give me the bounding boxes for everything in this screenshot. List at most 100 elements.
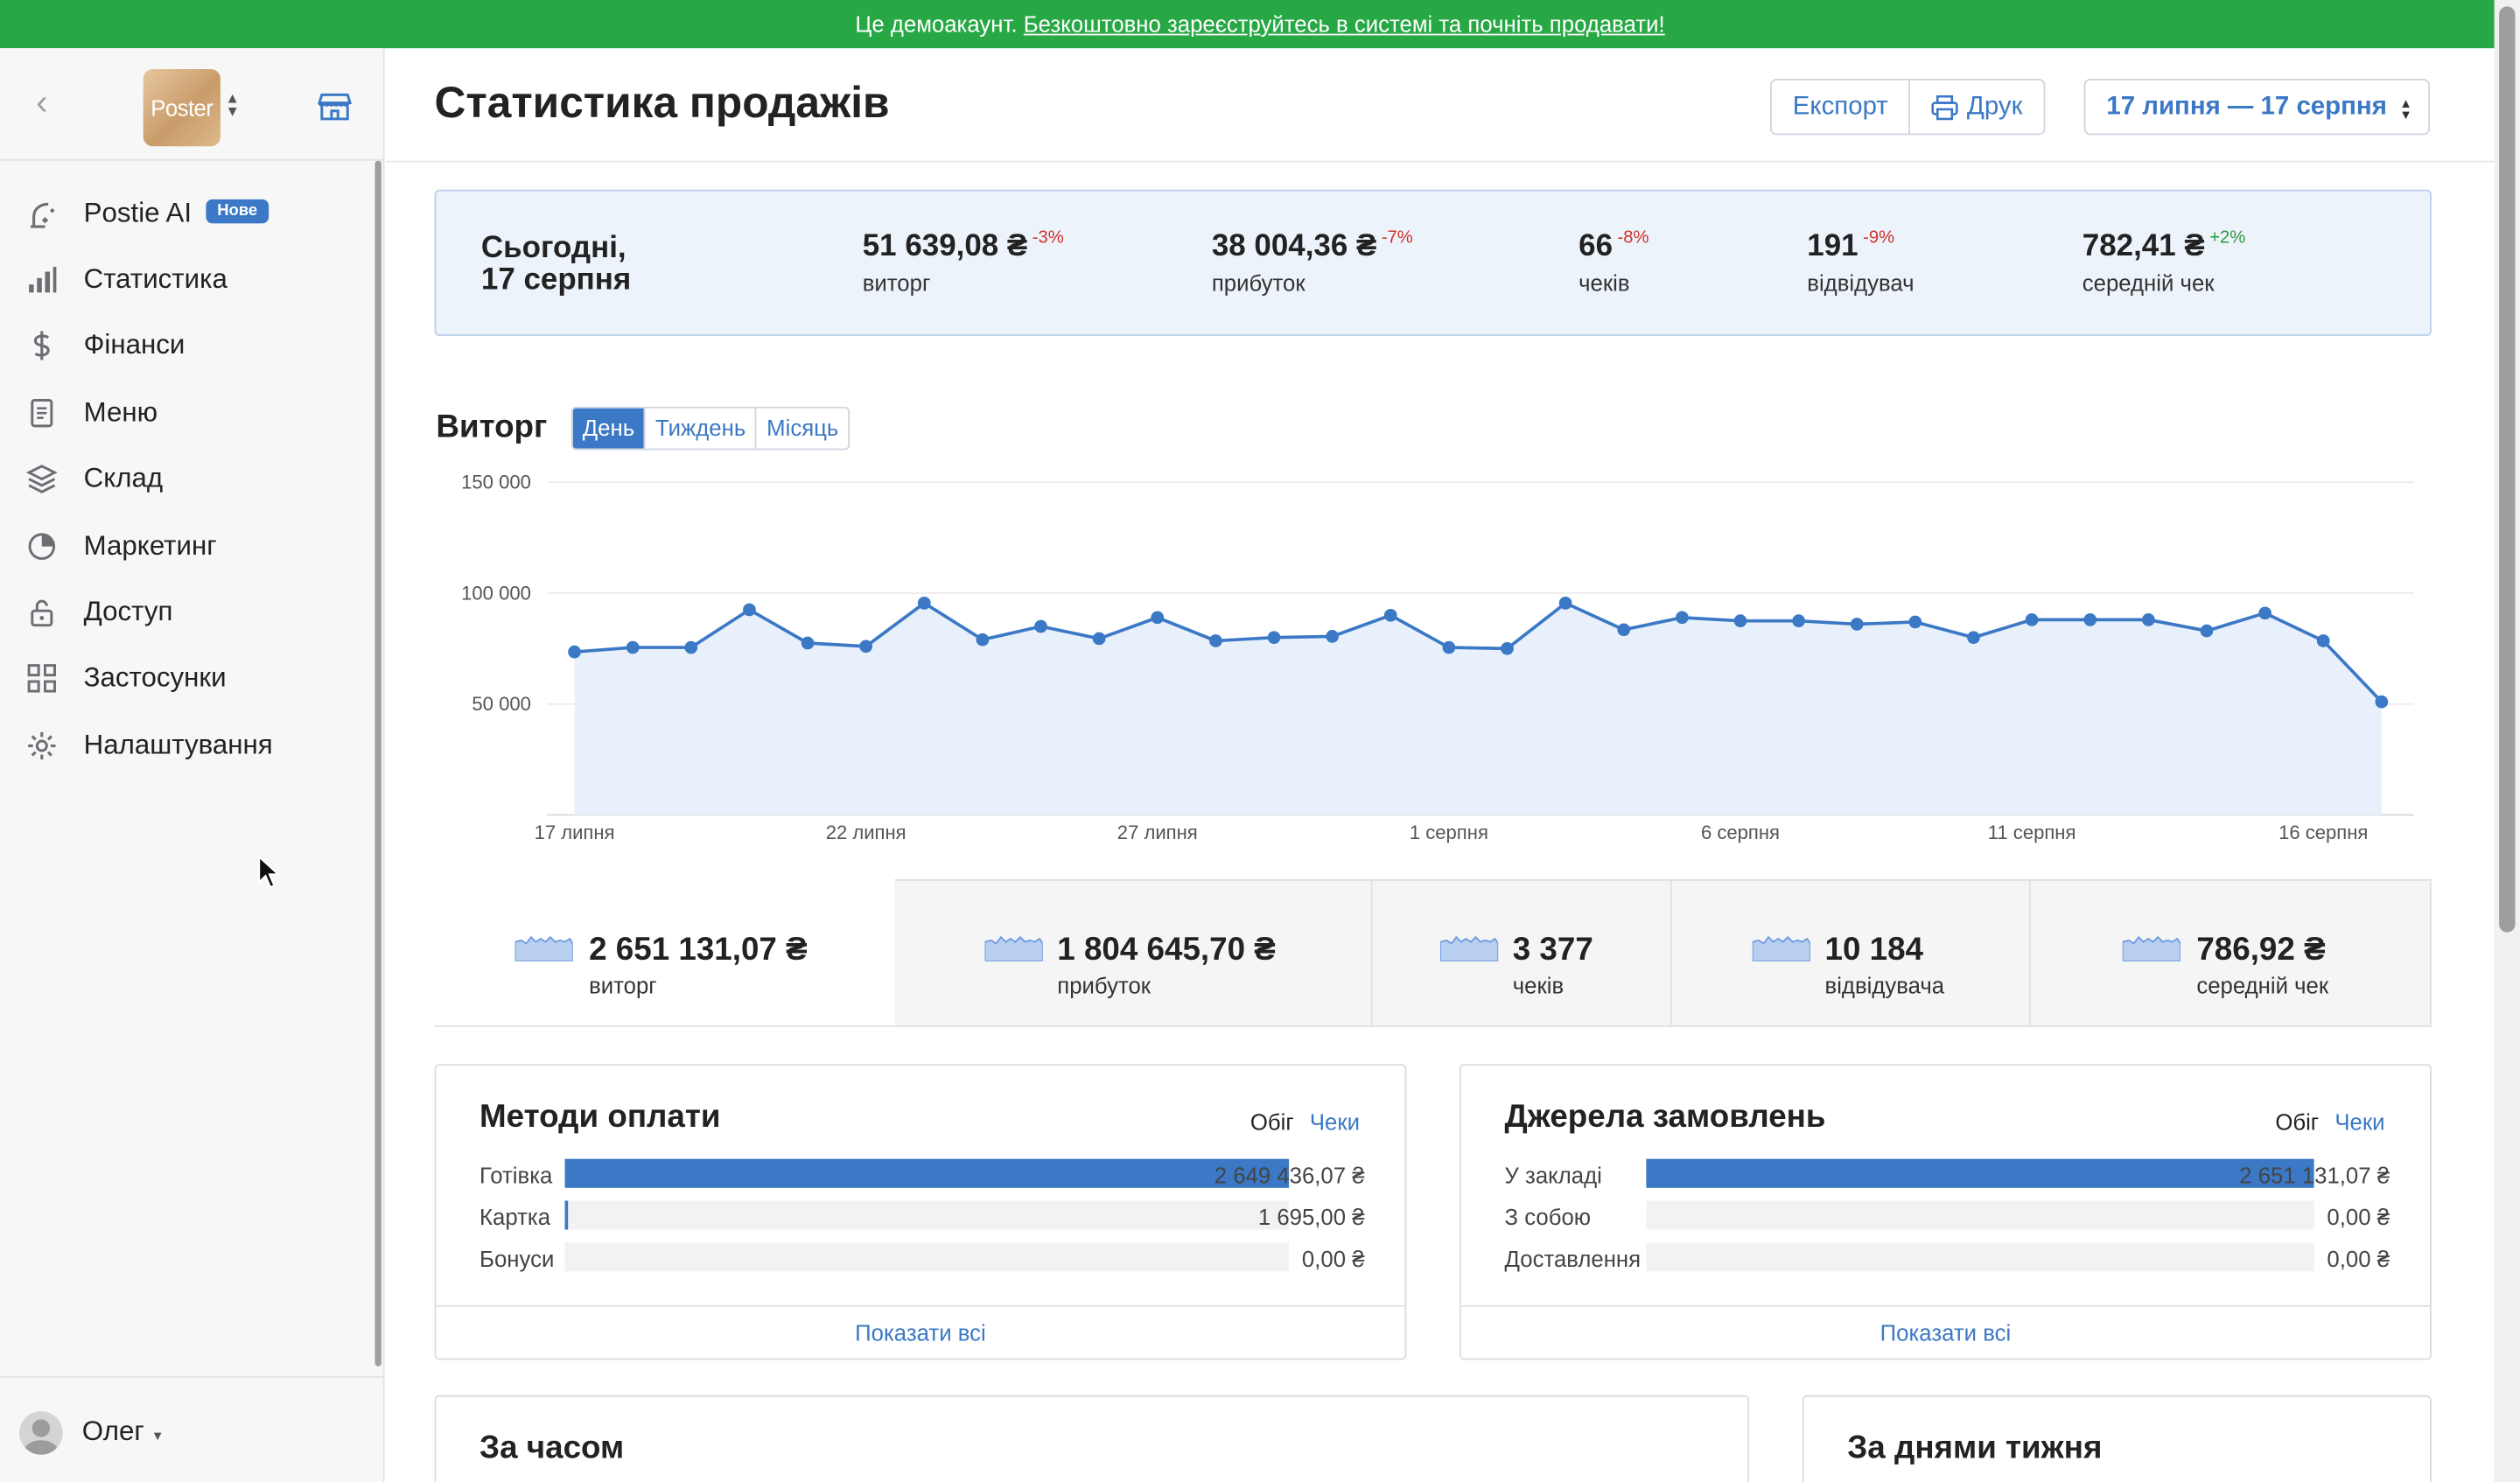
data-point[interactable] <box>2083 613 2097 626</box>
gear-icon <box>25 730 58 762</box>
sidebar-item-ai-sparkle[interactable]: Postie AI Нове <box>0 180 374 247</box>
kpi-label: відвідувач <box>1807 269 1914 297</box>
sidebar-item-document[interactable]: Меню <box>0 380 374 446</box>
data-point[interactable] <box>1034 619 1047 633</box>
data-point[interactable] <box>1267 631 1281 645</box>
tab-period[interactable]: Тиждень <box>644 408 755 449</box>
data-point[interactable] <box>859 640 873 654</box>
kpi-number: 782,41 ₴ <box>2082 229 2205 264</box>
receipts-toggle[interactable]: Чеки <box>2334 1108 2385 1136</box>
revenue-line <box>574 601 2384 703</box>
page-title: Статистика продажів <box>434 79 890 128</box>
kpi-label: середній чек <box>2082 269 2215 297</box>
sidebar-item-apps-grid[interactable]: Застосунки <box>0 646 374 712</box>
data-point[interactable] <box>1209 634 1222 647</box>
user-menu[interactable]: Олег ▼ <box>0 1375 385 1482</box>
user-name[interactable]: Олег <box>81 1416 144 1447</box>
page-scrollbar[interactable] <box>2494 0 2520 1482</box>
show-all-payments-link[interactable]: Показати всі <box>436 1304 1405 1359</box>
data-point[interactable] <box>2025 613 2039 626</box>
sparkline-icon <box>514 933 574 962</box>
row-label: Готівка <box>480 1162 553 1188</box>
row-bar <box>564 1158 1290 1188</box>
sidebar-item-dollar[interactable]: Фінанси <box>0 313 374 380</box>
row-bar-fill <box>564 1158 1289 1188</box>
account-logo[interactable]: Poster <box>143 69 220 147</box>
store-icon[interactable] <box>315 87 354 125</box>
data-point[interactable] <box>743 603 756 617</box>
sidebar-item-lock[interactable]: Доступ <box>0 579 374 646</box>
export-button[interactable]: Експорт <box>1792 93 1888 121</box>
sparkline-icon <box>1751 933 1811 962</box>
account-switch-icon[interactable]: ▲ ▼ <box>225 89 240 119</box>
sparkline-icon <box>984 933 1044 962</box>
data-point[interactable] <box>1792 614 1805 628</box>
payment-methods-card: Методи оплати Обіг Чеки Готівка 2 649 436… <box>434 1064 1407 1360</box>
data-point[interactable] <box>2316 634 2330 647</box>
marketing-icon <box>25 530 58 563</box>
print-label: Друк <box>1966 93 2023 121</box>
total-tab[interactable]: 2 651 131,07 ₴ виторг <box>434 879 895 1028</box>
tab-period[interactable]: День <box>572 408 645 449</box>
demo-banner-text: Це демоакаунт. <box>855 10 1024 38</box>
sidebar-item-gear[interactable]: Налаштування <box>0 712 374 779</box>
row-value: 0,00 ₴ <box>2327 1204 2390 1230</box>
breakdown-row: Бонуси 0,00 ₴ <box>480 1242 1365 1275</box>
sidebar-item-bar-chart[interactable]: Статистика <box>0 247 374 313</box>
sidebar-item-label: Застосунки <box>83 662 227 694</box>
data-point[interactable] <box>1558 597 1572 610</box>
sidebar-item-marketing[interactable]: Маркетинг <box>0 513 374 579</box>
total-tab[interactable]: 10 184 відвідувача <box>1671 879 2031 1028</box>
chevron-down-icon[interactable]: ▼ <box>150 1429 164 1444</box>
sidebar-scrollbar[interactable] <box>374 160 382 1367</box>
avatar[interactable] <box>19 1411 63 1455</box>
kpi-value: 782,41 ₴ +2% <box>2082 228 2245 265</box>
data-point[interactable] <box>1617 623 1631 637</box>
row-value: 2 651 131,07 ₴ <box>2239 1162 2390 1188</box>
print-button[interactable]: Друк <box>1908 80 2044 134</box>
data-point[interactable] <box>917 597 931 610</box>
data-point[interactable] <box>2375 695 2389 709</box>
page-scrollbar-thumb[interactable] <box>2499 6 2516 933</box>
total-label: виторг <box>589 972 657 998</box>
data-point[interactable] <box>2141 613 2155 626</box>
show-all-sources-link[interactable]: Показати всі <box>1460 1304 2431 1359</box>
turnover-toggle[interactable]: Обіг <box>2275 1108 2320 1136</box>
data-point[interactable] <box>684 640 698 654</box>
data-point[interactable] <box>1676 611 1689 625</box>
turnover-toggle[interactable]: Обіг <box>1250 1108 1294 1136</box>
period-tabs: День Тиждень Місяць <box>570 406 850 451</box>
data-point[interactable] <box>1442 640 1456 654</box>
tab-period[interactable]: Місяць <box>755 408 848 449</box>
data-point[interactable] <box>2258 606 2272 620</box>
data-point[interactable] <box>1383 608 1397 622</box>
data-point[interactable] <box>626 640 640 654</box>
data-point[interactable] <box>1850 618 1864 631</box>
sidebar-item-layers[interactable]: Склад <box>0 446 374 513</box>
data-point[interactable] <box>1967 631 1980 645</box>
date-range-picker[interactable]: 17 липня — 17 серпня ▲ ▼ <box>2083 79 2431 136</box>
data-point[interactable] <box>1326 630 1339 643</box>
data-point[interactable] <box>801 636 815 650</box>
data-point[interactable] <box>1501 642 1514 655</box>
kpi-label: виторг <box>862 269 931 297</box>
sidebar-nav: Postie AI Нове Статистика Фінанси Меню Склад М… <box>0 180 374 779</box>
layers-icon <box>25 464 58 496</box>
total-tab[interactable]: 786,92 ₴ середній чек <box>2030 879 2432 1028</box>
data-point[interactable] <box>1908 615 1922 629</box>
receipts-toggle[interactable]: Чеки <box>1309 1108 1361 1136</box>
collapse-sidebar-icon[interactable]: ‹ <box>36 81 48 122</box>
revenue-chart: 150 000 100 000 50 000 17 липня 22 липня 27 л… <box>461 472 2414 843</box>
data-point[interactable] <box>1092 632 1106 646</box>
data-point[interactable] <box>976 633 990 647</box>
total-tab[interactable]: 3 377 чеків <box>1372 879 1672 1028</box>
data-point[interactable] <box>1733 614 1747 628</box>
data-point[interactable] <box>2200 624 2214 638</box>
total-tab[interactable]: 1 804 645,70 ₴ прибуток <box>894 879 1373 1028</box>
data-point[interactable] <box>568 645 581 659</box>
sidebar-header: ‹ Poster ▲ ▼ <box>0 48 385 161</box>
data-point[interactable] <box>1151 611 1165 625</box>
y-tick-label: 50 000 <box>472 693 530 715</box>
register-link[interactable]: Безкоштовно зареєструйтесь в системі та … <box>1023 10 1665 38</box>
kpi-delta: -8% <box>1617 227 1649 248</box>
